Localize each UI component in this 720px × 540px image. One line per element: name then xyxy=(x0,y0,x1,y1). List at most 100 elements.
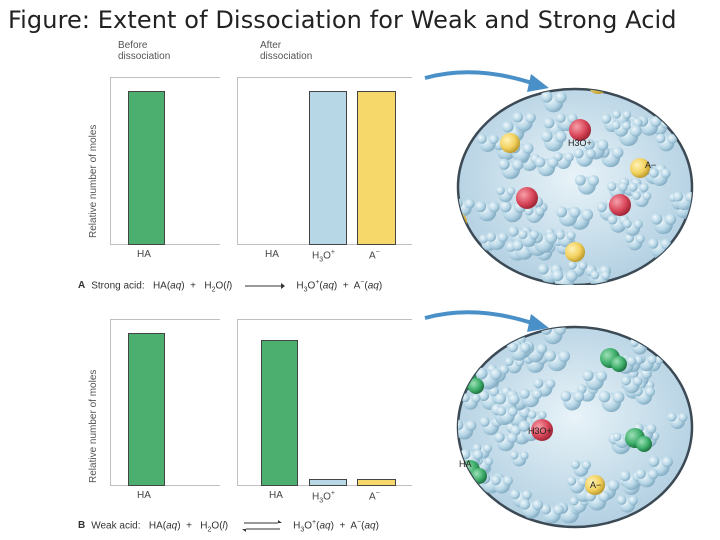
water-molecule xyxy=(531,389,543,400)
water-molecule xyxy=(545,378,556,389)
acid-molecule xyxy=(636,436,652,452)
equation-label-a: Strong acid: xyxy=(91,280,145,292)
water-molecule xyxy=(597,139,609,151)
water-molecule xyxy=(509,451,519,460)
water-molecule xyxy=(541,130,553,142)
water-molecule xyxy=(578,476,588,487)
water-molecule xyxy=(555,230,565,240)
water-molecule xyxy=(678,412,688,422)
water-molecule xyxy=(499,364,509,375)
water-molecule xyxy=(629,338,639,348)
water-molecule xyxy=(488,134,499,145)
svg-text:A−: A− xyxy=(590,480,601,490)
acid-molecule xyxy=(471,468,487,484)
water-molecule xyxy=(632,191,641,200)
water-molecule xyxy=(479,234,489,244)
water-molecule xyxy=(528,410,537,419)
water-molecule xyxy=(588,175,599,187)
before-frame-a xyxy=(110,77,220,245)
water-molecule xyxy=(540,90,553,103)
svg-text:A−: A− xyxy=(645,160,656,170)
water-molecule xyxy=(566,476,577,486)
water-molecule xyxy=(595,370,608,382)
water-molecule xyxy=(648,455,660,467)
molecule-label-ha-b: HA xyxy=(459,459,472,469)
water-molecule xyxy=(655,133,666,144)
water-molecule xyxy=(648,168,659,178)
y-axis-label-a: Relative number of moles xyxy=(88,124,99,238)
equation-letter-a: A xyxy=(78,280,86,292)
equation-letter-b: B xyxy=(78,520,86,532)
water-molecule xyxy=(598,390,611,403)
water-molecule xyxy=(522,142,534,154)
water-molecule xyxy=(628,182,638,192)
water-molecule xyxy=(479,416,490,427)
water-molecule xyxy=(612,146,624,159)
water-molecule xyxy=(650,116,662,128)
water-molecule xyxy=(564,152,574,162)
equation-label-b: Weak acid: xyxy=(91,520,141,532)
water-molecule xyxy=(601,113,612,124)
molecule-label-a-a: A− xyxy=(645,160,656,170)
water-molecule xyxy=(583,138,595,151)
tick-ha-after-b: HA xyxy=(269,490,283,501)
water-molecule xyxy=(475,367,488,380)
water-molecule xyxy=(622,219,632,229)
water-molecule xyxy=(568,260,577,270)
y-axis-label-b: Relative number of moles xyxy=(88,369,99,483)
water-molecule xyxy=(518,229,528,240)
water-molecule xyxy=(536,343,548,355)
water-molecule xyxy=(596,202,607,213)
water-molecule xyxy=(553,504,564,515)
water-molecule xyxy=(519,499,531,510)
water-molecule xyxy=(496,406,507,416)
water-molecule xyxy=(616,495,627,505)
water-molecule xyxy=(622,110,632,119)
water-molecule xyxy=(607,479,620,491)
water-molecule xyxy=(611,121,621,130)
molecule-label-h3o-b: H3O+ xyxy=(528,426,552,436)
water-molecule xyxy=(618,182,628,192)
bar-a-a xyxy=(357,91,396,245)
water-molecule xyxy=(626,356,637,367)
bar-a-b xyxy=(357,479,396,486)
water-molecule xyxy=(585,148,596,159)
water-molecule xyxy=(537,263,549,275)
water-molecule xyxy=(607,214,618,225)
acid-molecule xyxy=(468,378,484,394)
water-molecule xyxy=(508,226,519,237)
hydronium-ion xyxy=(484,89,506,111)
water-molecule xyxy=(667,412,677,422)
hydronium-ion xyxy=(609,194,631,216)
water-molecule xyxy=(619,470,631,482)
molecular-view-b: H3O+ HA A− xyxy=(424,310,694,529)
water-molecule xyxy=(582,369,594,382)
water-molecule xyxy=(529,230,539,240)
bar-h3o-b xyxy=(309,479,347,486)
water-molecule xyxy=(538,410,547,420)
tick-ha-before-a: HA xyxy=(137,249,151,260)
water-molecule xyxy=(494,432,505,443)
conjugate-base-ion xyxy=(500,133,520,153)
conjugate-base-ion xyxy=(458,212,467,232)
tick-a-a: A− xyxy=(369,249,380,262)
water-molecule xyxy=(519,388,530,399)
hydronium-ion xyxy=(569,119,591,141)
page-title: Figure: Extent of Dissociation for Weak … xyxy=(8,6,677,34)
water-molecule xyxy=(545,231,558,244)
conjugate-base-ion xyxy=(585,475,605,495)
svg-text:H3O+: H3O+ xyxy=(568,138,592,148)
water-molecule xyxy=(685,191,692,203)
water-molecule xyxy=(644,386,656,397)
water-molecule xyxy=(650,213,663,225)
water-molecule xyxy=(560,390,572,402)
water-molecule xyxy=(664,213,677,226)
water-molecule xyxy=(628,495,638,506)
water-molecule xyxy=(551,269,564,282)
water-molecule xyxy=(573,391,585,402)
water-molecule xyxy=(525,112,536,123)
water-molecule xyxy=(502,475,513,486)
hydronium-ion xyxy=(516,187,538,209)
water-molecule xyxy=(555,130,567,143)
water-molecule xyxy=(622,121,631,130)
